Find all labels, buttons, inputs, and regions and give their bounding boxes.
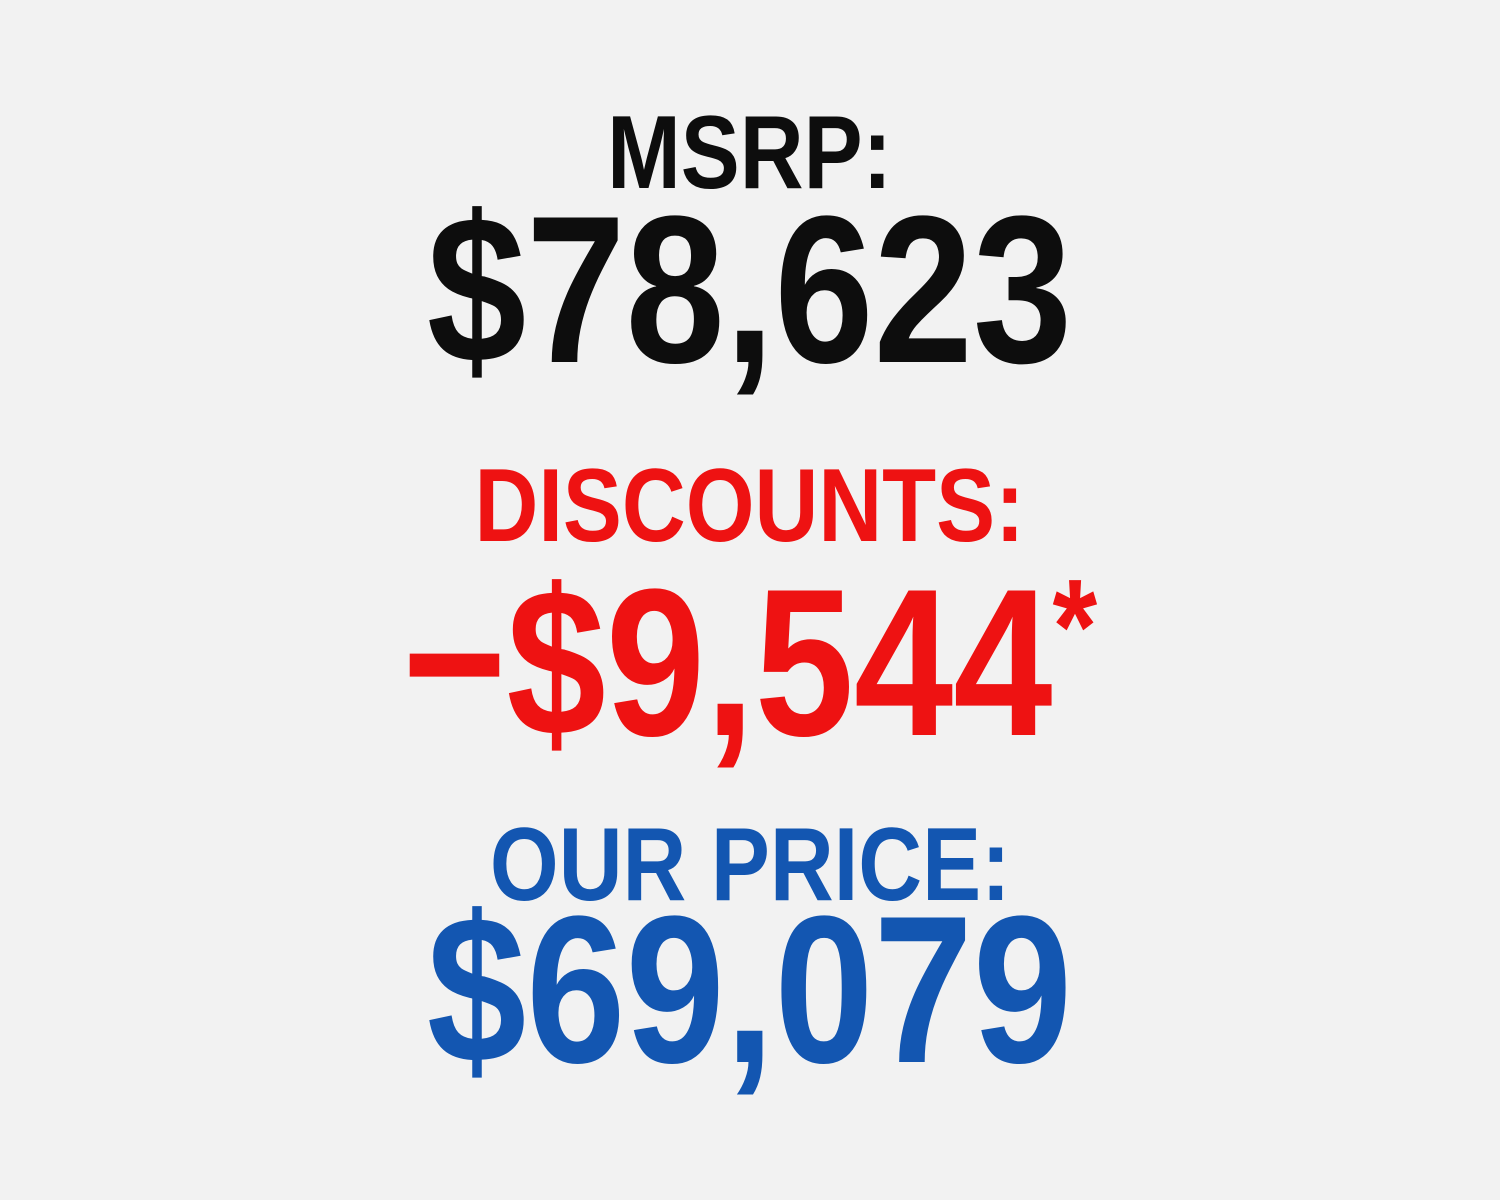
discounts-value-row: −$9,544*: [0, 558, 1500, 768]
our-price-section: OUR PRICE:: [0, 813, 1500, 917]
our-price-label: OUR PRICE:: [489, 807, 1011, 923]
msrp-value: $78,623: [427, 172, 1073, 407]
discounts-value: −$9,544: [402, 545, 1053, 780]
discounts-label: DISCOUNTS:: [474, 448, 1026, 564]
msrp-label: MSRP:: [607, 95, 893, 211]
our-price-value: $69,079: [427, 872, 1073, 1107]
msrp-section: MSRP:: [0, 101, 1500, 205]
discount-disclaimer-asterisk: *: [1052, 551, 1098, 702]
discounts-value-group: −$9,544*: [403, 558, 1098, 768]
discounts-section: DISCOUNTS:: [0, 454, 1500, 558]
msrp-value-row: $78,623: [0, 185, 1500, 395]
our-price-value-row: $69,079: [0, 885, 1500, 1095]
